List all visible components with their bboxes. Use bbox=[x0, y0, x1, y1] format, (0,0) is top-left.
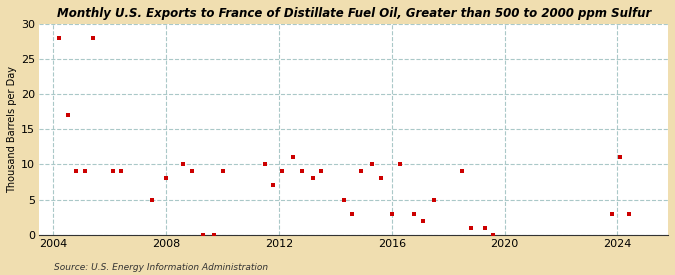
Point bbox=[107, 169, 118, 174]
Point bbox=[623, 211, 634, 216]
Point bbox=[79, 169, 90, 174]
Point bbox=[615, 155, 626, 160]
Point bbox=[465, 226, 476, 230]
Text: Source: U.S. Energy Information Administration: Source: U.S. Energy Information Administ… bbox=[54, 263, 268, 272]
Title: Monthly U.S. Exports to France of Distillate Fuel Oil, Greater than 500 to 2000 : Monthly U.S. Exports to France of Distil… bbox=[57, 7, 651, 20]
Point bbox=[417, 218, 428, 223]
Point bbox=[606, 211, 617, 216]
Point bbox=[209, 232, 219, 237]
Point bbox=[198, 232, 209, 237]
Point bbox=[375, 176, 386, 181]
Point bbox=[457, 169, 468, 174]
Point bbox=[347, 211, 358, 216]
Point bbox=[429, 197, 439, 202]
Point bbox=[386, 211, 397, 216]
Point bbox=[488, 232, 499, 237]
Point bbox=[288, 155, 298, 160]
Point bbox=[161, 176, 171, 181]
Point bbox=[338, 197, 349, 202]
Point bbox=[178, 162, 188, 167]
Point bbox=[186, 169, 197, 174]
Point bbox=[146, 197, 157, 202]
Point bbox=[217, 169, 228, 174]
Point bbox=[479, 226, 490, 230]
Point bbox=[307, 176, 318, 181]
Point bbox=[54, 36, 65, 40]
Point bbox=[395, 162, 406, 167]
Point bbox=[88, 36, 99, 40]
Point bbox=[268, 183, 279, 188]
Point bbox=[277, 169, 288, 174]
Point bbox=[367, 162, 377, 167]
Point bbox=[409, 211, 420, 216]
Point bbox=[296, 169, 307, 174]
Point bbox=[259, 162, 270, 167]
Point bbox=[355, 169, 366, 174]
Point bbox=[71, 169, 82, 174]
Point bbox=[115, 169, 126, 174]
Point bbox=[62, 113, 73, 117]
Y-axis label: Thousand Barrels per Day: Thousand Barrels per Day bbox=[7, 66, 17, 193]
Point bbox=[316, 169, 327, 174]
